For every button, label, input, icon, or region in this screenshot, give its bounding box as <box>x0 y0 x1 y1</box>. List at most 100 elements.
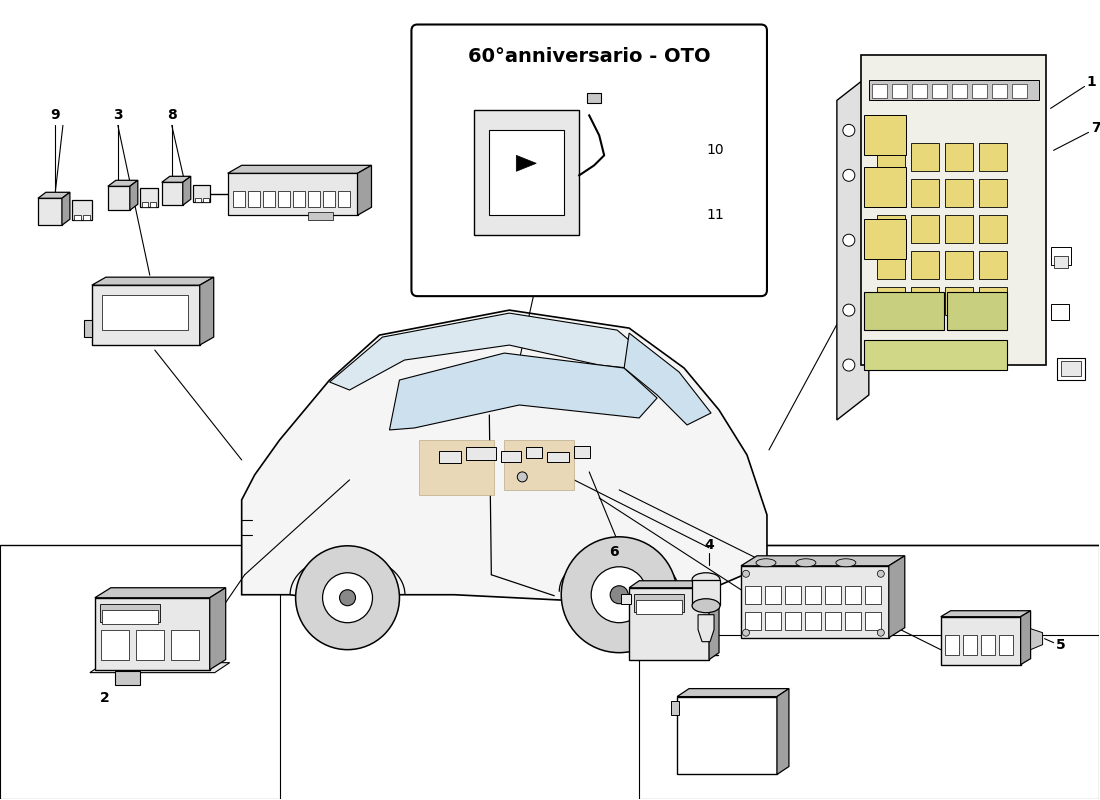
Polygon shape <box>92 277 213 285</box>
Bar <box>785 586 801 604</box>
Bar <box>911 251 938 279</box>
Bar <box>1012 85 1026 98</box>
Bar <box>979 287 1006 315</box>
Bar <box>692 580 720 605</box>
Text: a passion for excellence: a passion for excellence <box>346 476 632 500</box>
Circle shape <box>322 573 373 622</box>
Bar <box>142 202 147 207</box>
Bar <box>322 191 334 207</box>
Ellipse shape <box>692 598 720 613</box>
Bar <box>865 586 881 604</box>
Bar <box>102 295 188 330</box>
Polygon shape <box>526 447 542 458</box>
Bar <box>745 586 761 604</box>
Bar <box>248 191 260 207</box>
Bar <box>952 85 967 98</box>
Polygon shape <box>439 451 461 463</box>
Bar <box>504 440 574 490</box>
Bar <box>945 179 972 207</box>
Polygon shape <box>741 556 905 566</box>
Bar <box>877 179 905 207</box>
Text: 6: 6 <box>609 545 619 558</box>
Polygon shape <box>678 697 777 774</box>
Bar <box>864 292 944 330</box>
Polygon shape <box>183 176 190 206</box>
Ellipse shape <box>756 558 775 566</box>
Bar <box>911 287 938 315</box>
Bar <box>233 191 244 207</box>
Polygon shape <box>516 155 537 171</box>
Bar <box>490 130 564 215</box>
Bar <box>945 287 972 315</box>
Polygon shape <box>228 174 358 215</box>
Polygon shape <box>698 614 714 642</box>
Bar <box>150 202 156 207</box>
Bar <box>864 340 1006 370</box>
Bar <box>945 251 972 279</box>
Bar <box>621 594 631 604</box>
Bar <box>865 612 881 630</box>
Bar <box>745 612 761 630</box>
Bar <box>101 630 129 660</box>
Bar <box>877 215 905 243</box>
Polygon shape <box>940 617 1021 665</box>
Polygon shape <box>678 689 789 697</box>
Bar <box>845 612 861 630</box>
Bar <box>338 191 350 207</box>
Text: 4: 4 <box>704 538 714 552</box>
Polygon shape <box>358 166 372 215</box>
Polygon shape <box>140 188 157 207</box>
Bar <box>999 634 1013 654</box>
Text: 8: 8 <box>167 108 177 122</box>
Circle shape <box>517 472 527 482</box>
Bar <box>419 440 494 495</box>
Polygon shape <box>90 662 230 673</box>
Circle shape <box>843 304 855 316</box>
Polygon shape <box>710 581 719 660</box>
Bar <box>864 167 905 207</box>
Bar <box>979 215 1006 243</box>
Polygon shape <box>108 186 130 210</box>
Polygon shape <box>474 110 580 235</box>
Text: 7: 7 <box>1091 122 1100 135</box>
Polygon shape <box>741 566 889 638</box>
Bar <box>825 586 840 604</box>
Bar <box>877 143 905 171</box>
Bar <box>979 143 1006 171</box>
Polygon shape <box>200 277 213 345</box>
Polygon shape <box>940 610 1031 617</box>
Polygon shape <box>629 581 719 588</box>
Polygon shape <box>192 186 210 202</box>
Circle shape <box>843 124 855 136</box>
Bar <box>671 701 679 714</box>
Bar <box>1050 304 1068 320</box>
Bar <box>911 179 938 207</box>
Bar <box>911 143 938 171</box>
Polygon shape <box>108 180 138 186</box>
Polygon shape <box>330 313 667 390</box>
Text: Ferrari: Ferrari <box>333 552 355 558</box>
Bar <box>1060 361 1080 376</box>
Bar <box>805 586 821 604</box>
Bar <box>764 586 781 604</box>
Text: 60°anniversario - OTO: 60°anniversario - OTO <box>468 47 711 66</box>
Polygon shape <box>95 588 226 598</box>
Bar <box>1054 256 1068 268</box>
Bar <box>981 634 994 654</box>
Polygon shape <box>162 182 183 206</box>
Bar <box>877 251 905 279</box>
Bar <box>634 594 684 612</box>
Polygon shape <box>548 452 569 462</box>
Bar <box>293 191 305 207</box>
Circle shape <box>561 537 678 653</box>
Polygon shape <box>130 180 138 210</box>
Bar <box>877 287 905 315</box>
Bar <box>202 198 209 202</box>
Polygon shape <box>228 166 372 174</box>
Text: 10: 10 <box>706 143 724 158</box>
Bar <box>170 630 199 660</box>
Bar <box>992 85 1007 98</box>
Circle shape <box>843 234 855 246</box>
Bar <box>872 85 887 98</box>
Polygon shape <box>837 75 869 420</box>
